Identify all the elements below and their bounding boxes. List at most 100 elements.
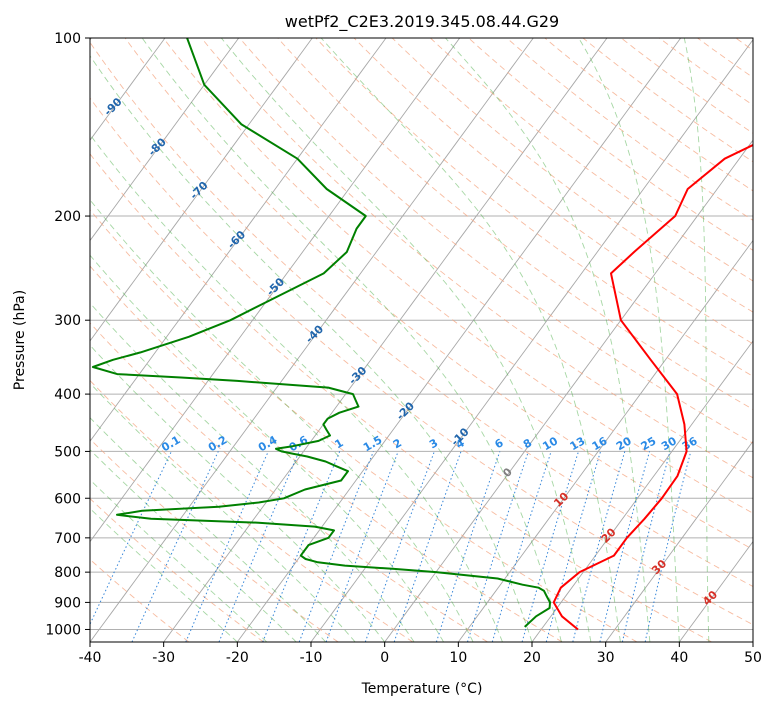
moist-adiabat xyxy=(90,199,474,642)
mixing-ratio-line xyxy=(644,451,692,642)
isotherm-label: -70 xyxy=(187,179,210,202)
mixing-ratio-line xyxy=(325,451,399,642)
moist-adiabat xyxy=(90,479,268,642)
mixing-ratio-line xyxy=(545,451,602,642)
moist-adiabat xyxy=(683,38,710,642)
isotherm-gridline xyxy=(457,239,753,642)
x-axis-label: Temperature (°C) xyxy=(361,681,483,697)
dewpoint-profile-line xyxy=(91,38,551,628)
isotherm-label: -100 xyxy=(57,49,86,78)
x-tick-label: 0 xyxy=(380,650,389,666)
mixing-ratio-line xyxy=(90,451,172,626)
mixing-ratio-label: 6 xyxy=(492,436,505,451)
isotherm-gridline xyxy=(605,440,753,642)
mixing-ratio-line xyxy=(262,451,341,642)
y-tick-label: 1000 xyxy=(45,622,81,638)
dry-adiabat xyxy=(90,41,753,588)
mixing-ratio-label: 16 xyxy=(590,434,610,453)
dry-adiabat xyxy=(353,38,753,345)
mixing-ratio-line xyxy=(393,451,462,642)
mixing-ratio-label: 30 xyxy=(659,434,679,453)
x-tick-label: 30 xyxy=(597,650,615,666)
isotherm-label: -30 xyxy=(346,364,369,387)
isotherm-gridline xyxy=(90,38,461,543)
dry-adiabat xyxy=(90,379,414,642)
moist-adiabat xyxy=(320,38,621,642)
mixing-ratio-line xyxy=(467,451,529,642)
moist-adiabat xyxy=(90,507,238,642)
moist-adiabat xyxy=(141,38,562,642)
isotherm-gridline xyxy=(90,38,166,141)
moist-adiabat xyxy=(90,254,444,642)
y-axis: 1000 900 800 700 600 500 400 300 200 100 xyxy=(45,31,90,638)
mixing-ratio-line xyxy=(491,451,552,642)
isotherm-gridline xyxy=(678,540,753,642)
isotherm-label: -20 xyxy=(394,399,417,422)
dry-adiabat xyxy=(697,38,753,79)
mixing-ratio-label: 8 xyxy=(521,436,534,451)
moist-adiabat xyxy=(578,38,680,642)
plot-frame xyxy=(89,37,754,643)
plot-area: 0.1 0.2 0.4 0.6 1 1.5 2 3 4 6 8 10 13 16 20 25 30 36-100-… xyxy=(57,38,753,642)
moist-adiabat xyxy=(445,38,651,642)
y-tick-label: 100 xyxy=(54,31,81,47)
moist-adiabat xyxy=(90,133,503,642)
moist-adiabat xyxy=(90,382,356,642)
isotherm-gridline xyxy=(163,38,608,642)
y-axis-label: Pressure (hPa) xyxy=(12,290,28,390)
y-tick-label: 500 xyxy=(54,444,81,460)
y-tick-label: 200 xyxy=(54,209,81,225)
isotherm-gridline xyxy=(90,38,313,342)
isotherm-label: -60 xyxy=(225,228,248,251)
mixing-ratio-label: 25 xyxy=(639,434,659,453)
dry-adiabat xyxy=(90,498,264,642)
dry-adiabat xyxy=(659,38,753,106)
mixing-ratio-line xyxy=(364,451,435,642)
dry-adiabat xyxy=(90,97,753,626)
isotherm-gridline xyxy=(236,38,682,642)
moist-adiabat xyxy=(90,302,415,642)
moist-adiabat xyxy=(90,55,533,642)
dry-adiabat xyxy=(90,265,563,642)
x-tick-label: 40 xyxy=(670,650,688,666)
x-tick-label: 50 xyxy=(744,650,762,666)
moist-adiabat xyxy=(90,417,327,642)
mixing-ratio-line xyxy=(599,451,650,642)
isotherm-label: -50 xyxy=(264,275,287,298)
dry-adiabat xyxy=(430,38,753,282)
moist-adiabat xyxy=(220,38,592,642)
dry-adiabat xyxy=(90,209,638,642)
mixing-ratio-line xyxy=(572,451,626,642)
x-tick-label: 20 xyxy=(523,650,541,666)
isotherm-label: -80 xyxy=(146,135,169,158)
dry-adiabat xyxy=(124,38,753,550)
temperature-profile-line xyxy=(552,143,753,631)
mixing-ratio-line xyxy=(621,451,671,642)
dry-adiabat xyxy=(162,38,753,514)
y-tick-label: 400 xyxy=(54,387,81,403)
y-tick-label: 900 xyxy=(54,595,81,611)
isotherm-label: -10 xyxy=(448,425,471,448)
y-tick-label: 700 xyxy=(54,531,81,547)
dry-adiabat xyxy=(90,438,339,642)
chart-title: wetPf2_C2E3.2019.345.08.44.G29 xyxy=(285,12,559,32)
dry-adiabat xyxy=(90,322,488,642)
mixing-ratio-label: 3 xyxy=(427,436,440,451)
dry-adiabat xyxy=(735,38,753,51)
isotherm-gridline xyxy=(531,340,753,642)
dry-adiabat xyxy=(90,153,712,642)
isotherm-gridline xyxy=(90,38,387,443)
x-tick-label: -20 xyxy=(226,650,249,666)
mixing-ratio-line xyxy=(521,451,579,642)
isotherm-gridline xyxy=(752,641,753,642)
x-axis: -40 -30 -20 -10 0 10 20 30 40 50 xyxy=(79,642,762,666)
moist-adiabat xyxy=(90,449,297,642)
y-tick-label: 300 xyxy=(54,313,81,329)
dry-adiabat xyxy=(90,558,190,642)
x-tick-label: 10 xyxy=(449,650,467,666)
mixing-ratio-label: 20 xyxy=(614,434,634,453)
y-tick-label: 600 xyxy=(54,491,81,507)
mixing-ratio-line xyxy=(298,451,374,642)
